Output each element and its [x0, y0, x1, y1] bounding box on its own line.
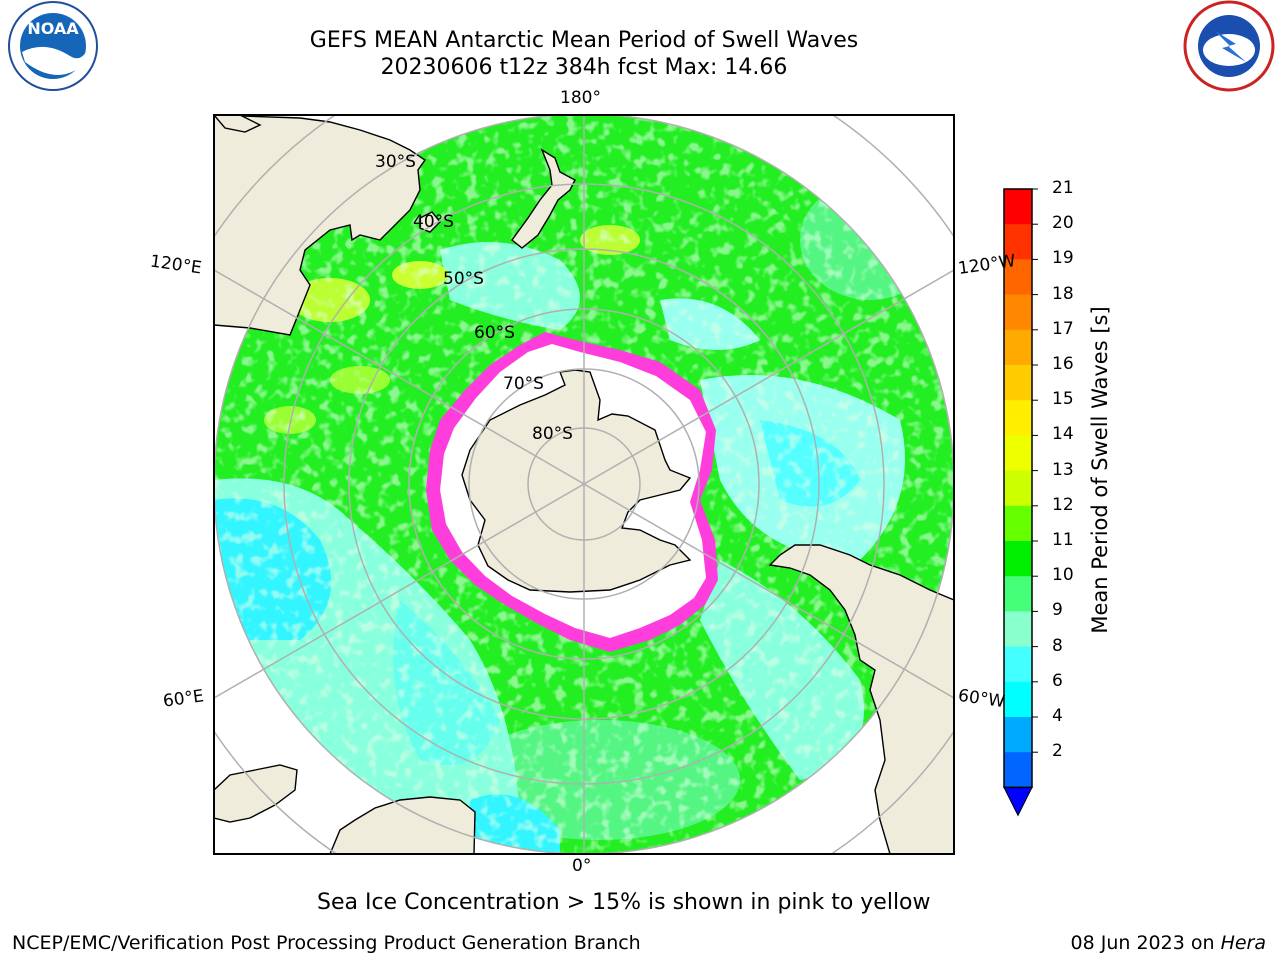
- noaa-logo-text: NOAA: [27, 19, 79, 38]
- colorbar-tick-label: 11: [1052, 530, 1074, 550]
- colorbar-bin: [1004, 611, 1032, 648]
- lon-label-0: 0°: [572, 856, 592, 876]
- colorbar-bin: [1004, 576, 1032, 612]
- new-zealand-land: [511, 148, 576, 249]
- graticule: [214, 115, 954, 854]
- footer-date: 08 Jun 2023 on Hera: [1071, 932, 1267, 954]
- colorbar-bin: [1004, 646, 1032, 683]
- colorbar-bin: [1004, 717, 1032, 753]
- colorbar-frame: [1003, 188, 1033, 789]
- colorbar-bin: [1004, 294, 1032, 331]
- colorbar-tick-label: 10: [1052, 565, 1074, 586]
- south-america-land: [768, 544, 954, 854]
- nws-logo: [1183, 0, 1275, 92]
- antarctica-land: [461, 369, 692, 593]
- lon-label-180: 180°: [560, 88, 601, 108]
- colorbar-tick-label: 6: [1052, 670, 1063, 691]
- colorbar-bin: [1004, 435, 1032, 472]
- africa-land: [329, 796, 476, 854]
- colorbar-tick-label: 17: [1052, 318, 1074, 339]
- tasmania-land: [419, 211, 441, 233]
- colorbar-title: Mean Period of Swell Waves [s]: [1088, 306, 1112, 634]
- colorbar-tick-label: 4: [1052, 706, 1063, 726]
- colorbar-bin: [1004, 224, 1032, 260]
- colorbar-bin: [1004, 541, 1032, 577]
- map-frame: [213, 114, 955, 855]
- colorbar-bin: [1004, 189, 1032, 225]
- colorbar-bin: [1004, 259, 1032, 296]
- colorbar-extend-arrow: [1003, 786, 1033, 817]
- colorbar-tick-label: 14: [1052, 424, 1074, 445]
- colorbar-tick-label: 19: [1052, 248, 1074, 269]
- colorbar-tick-label: 15: [1052, 389, 1074, 410]
- lat-label-80s: 80°S: [532, 424, 573, 444]
- colorbar-bin: [1004, 470, 1032, 507]
- colorbar-tick-label: 12: [1052, 494, 1074, 515]
- colorbar-bin: [1004, 681, 1032, 718]
- lat-label-50s: 50°S: [443, 269, 484, 289]
- colorbar-bin: [1004, 400, 1032, 436]
- colorbar-tick-label: 21: [1052, 178, 1074, 198]
- colorbar: [1003, 188, 1038, 817]
- colorbar-tick-label: 13: [1052, 459, 1074, 480]
- colorbar-tick-label: 2: [1052, 741, 1063, 762]
- colorbar-bin: [1004, 329, 1032, 366]
- lat-label-70s: 70°S: [503, 374, 544, 394]
- lat-label-60s: 60°S: [474, 323, 515, 343]
- colorbar-bin: [1004, 505, 1032, 542]
- noaa-logo: NOAA: [8, 1, 98, 91]
- colorbar-tick-label: 18: [1052, 283, 1074, 304]
- colorbar-tick-label: 9: [1052, 600, 1063, 621]
- chart-title: GEFS MEAN Antarctic Mean Period of Swell…: [309, 28, 859, 53]
- colorbar-tick-label: 8: [1052, 635, 1063, 656]
- lat-label-40s: 40°S: [413, 212, 454, 232]
- colorbar-bin: [1004, 365, 1032, 401]
- map-area: [214, 115, 954, 854]
- australia-north-land: [214, 115, 262, 133]
- colorbar-tick-label: 20: [1052, 213, 1074, 234]
- lat-label-30s: 30°S: [375, 152, 416, 172]
- sea-ice-caption: Sea Ice Concentration > 15% is shown in …: [317, 890, 931, 915]
- madagascar-land: [214, 764, 298, 823]
- footer-machine: Hera: [1220, 932, 1266, 954]
- colorbar-bin: [1004, 752, 1032, 788]
- chart-subtitle: 20230606 t12z 384h fcst Max: 14.66: [380, 55, 788, 80]
- colorbar-tick-label: 16: [1052, 354, 1074, 374]
- footer-date-text: 08 Jun 2023 on: [1070, 932, 1215, 954]
- footer-credit: NCEP/EMC/Verification Post Processing Pr…: [12, 932, 641, 954]
